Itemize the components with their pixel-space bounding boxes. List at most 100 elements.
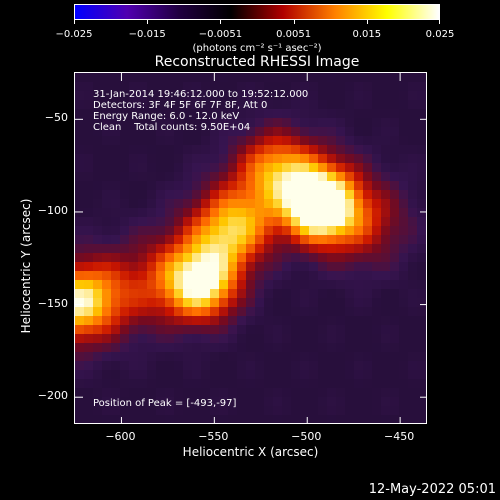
heatmap-cell <box>408 91 418 101</box>
heatmap-cell <box>111 208 121 218</box>
heatmap-cell <box>102 397 112 407</box>
heatmap-cell <box>309 280 319 290</box>
heatmap-cell <box>372 307 382 317</box>
heatmap-cell <box>228 82 238 92</box>
heatmap-cell <box>183 352 193 362</box>
heatmap-cell <box>381 379 391 389</box>
heatmap-cell <box>318 145 328 155</box>
heatmap-cell <box>246 361 256 371</box>
heatmap-cell <box>201 307 211 317</box>
heatmap-cell <box>327 361 337 371</box>
heatmap-cell <box>264 127 274 137</box>
heatmap-cell <box>372 100 382 110</box>
heatmap-cell <box>417 289 426 299</box>
heatmap-cell <box>147 388 157 398</box>
heatmap-cell <box>336 208 346 218</box>
heatmap-cell <box>291 208 301 218</box>
heatmap-cell <box>165 388 175 398</box>
heatmap-cell <box>165 73 175 83</box>
heatmap-cell <box>327 73 337 83</box>
heatmap-cell <box>75 388 85 398</box>
heatmap-cell <box>102 334 112 344</box>
heatmap-cell <box>282 271 292 281</box>
heatmap-cell <box>201 271 211 281</box>
heatmap-cell <box>291 82 301 92</box>
heatmap-cell <box>291 325 301 335</box>
heatmap-cell <box>354 253 364 263</box>
heatmap-cell <box>264 406 274 416</box>
heatmap-cell <box>273 109 283 119</box>
heatmap-cell <box>228 136 238 146</box>
heatmap-cell <box>300 127 310 137</box>
heatmap-cell <box>102 370 112 380</box>
heatmap-cell <box>156 208 166 218</box>
heatmap-cell <box>426 73 427 83</box>
heatmap-cell <box>255 253 265 263</box>
heatmap-cell <box>201 136 211 146</box>
heatmap-cell <box>318 136 328 146</box>
heatmap-cell <box>381 406 391 416</box>
heatmap-cell <box>111 307 121 317</box>
heatmap-cell <box>174 145 184 155</box>
heatmap-cell <box>111 118 121 128</box>
heatmap-cell <box>372 370 382 380</box>
heatmap-cell <box>183 199 193 209</box>
heatmap-cell <box>111 235 121 245</box>
heatmap-cell <box>309 199 319 209</box>
heatmap-cell <box>102 181 112 191</box>
heatmap-cell <box>300 298 310 308</box>
heatmap-cell <box>237 352 247 362</box>
heatmap-cell <box>327 235 337 245</box>
heatmap-cell <box>372 217 382 227</box>
heatmap-cell <box>381 388 391 398</box>
heatmap-cell <box>264 415 274 423</box>
heatmap-cell <box>246 406 256 416</box>
heatmap-cell <box>102 415 112 423</box>
heatmap-cell <box>399 181 409 191</box>
heatmap-cell <box>138 388 148 398</box>
heatmap-cell <box>390 307 400 317</box>
heatmap-cell <box>156 316 166 326</box>
heatmap-cell <box>102 235 112 245</box>
heatmap-cell <box>75 244 85 254</box>
heatmap-cell <box>255 82 265 92</box>
heatmap-cell <box>120 334 130 344</box>
heatmap-cell <box>111 226 121 236</box>
heatmap-cell <box>282 172 292 182</box>
heatmap-cell <box>210 136 220 146</box>
heatmap-cell <box>84 334 94 344</box>
heatmap-cell <box>300 199 310 209</box>
heatmap-cell <box>273 91 283 101</box>
heatmap-cell <box>174 100 184 110</box>
heatmap-cell <box>399 388 409 398</box>
heatmap-cell <box>345 343 355 353</box>
heatmap-cell <box>264 280 274 290</box>
heatmap-cell <box>336 235 346 245</box>
heatmap-cell <box>120 217 130 227</box>
heatmap-cell <box>354 325 364 335</box>
heatmap-cell <box>174 298 184 308</box>
heatmap-cell <box>147 271 157 281</box>
heatmap-cell <box>138 190 148 200</box>
heatmap-cell <box>399 280 409 290</box>
heatmap-cell <box>93 217 103 227</box>
heatmap-cell <box>354 190 364 200</box>
heatmap-cell <box>147 244 157 254</box>
heatmap-cell <box>336 91 346 101</box>
heatmap-cell <box>120 370 130 380</box>
heatmap-cell <box>129 352 139 362</box>
heatmap-cell <box>219 118 229 128</box>
heatmap-cell <box>75 325 85 335</box>
heatmap-cell <box>408 352 418 362</box>
heatmap-cell <box>309 172 319 182</box>
heatmap-cell <box>426 397 427 407</box>
heatmap-cell <box>192 262 202 272</box>
heatmap-cell <box>291 217 301 227</box>
heatmap-cell <box>345 388 355 398</box>
heatmap-cell <box>390 361 400 371</box>
heatmap-cell <box>111 253 121 263</box>
heatmap-cell <box>147 307 157 317</box>
heatmap-cell <box>84 253 94 263</box>
heatmap-cell <box>192 154 202 164</box>
colorbar-tick-label: −0.025 <box>55 29 93 40</box>
